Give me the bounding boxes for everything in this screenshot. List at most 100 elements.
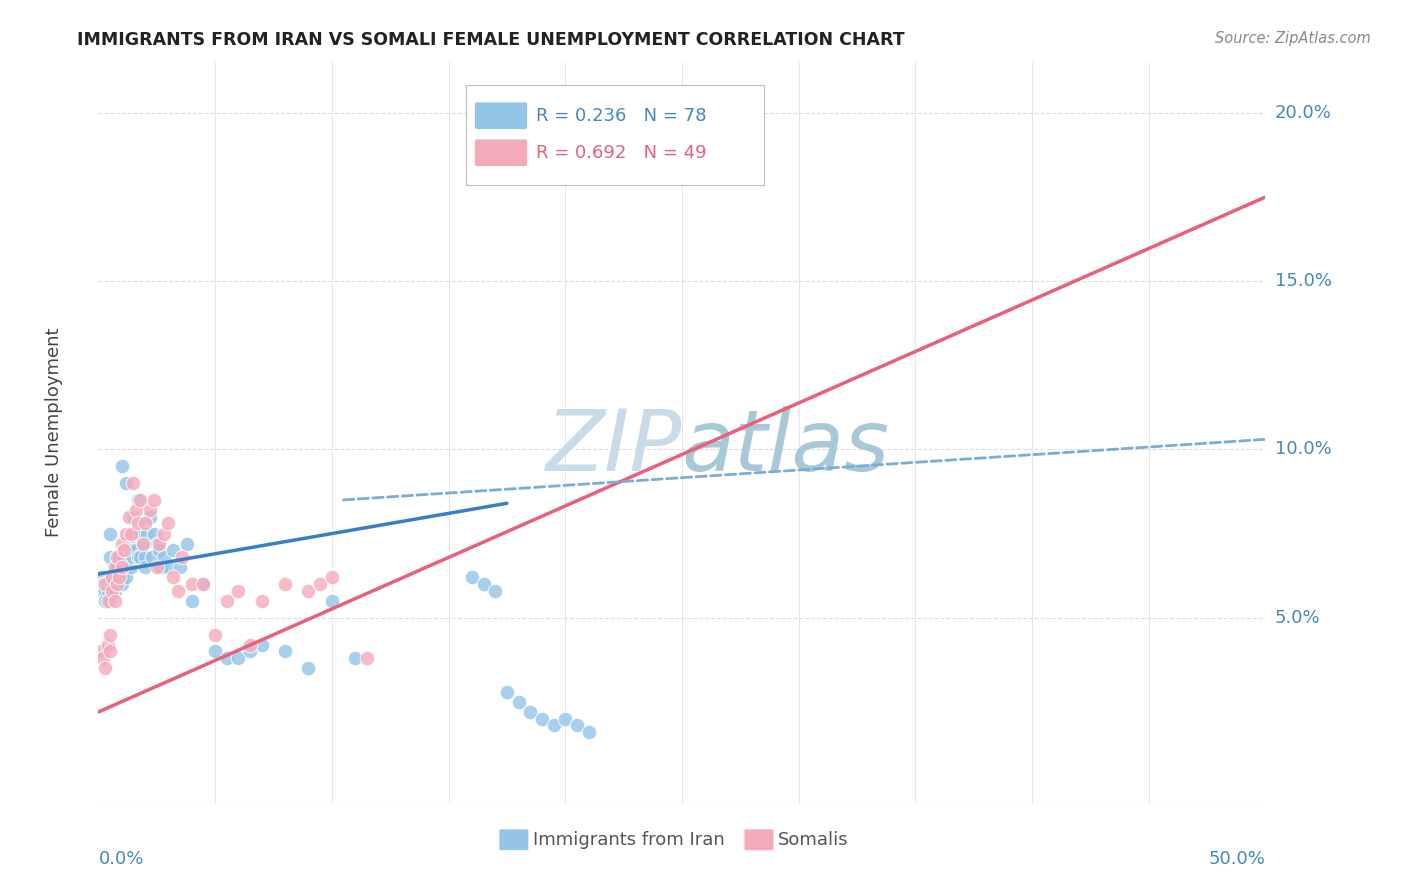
Point xyxy=(125,543,148,558)
Point xyxy=(139,509,162,524)
Text: Immigrants from Iran: Immigrants from Iran xyxy=(533,830,724,849)
Point xyxy=(321,570,343,584)
Point xyxy=(101,570,124,584)
Point xyxy=(519,705,541,719)
Point xyxy=(104,560,127,574)
Point xyxy=(90,570,112,584)
Point xyxy=(297,583,319,598)
Point xyxy=(180,594,202,608)
Point xyxy=(118,509,141,524)
Point xyxy=(91,577,114,591)
Point xyxy=(472,577,495,591)
FancyBboxPatch shape xyxy=(474,102,527,130)
Text: 15.0%: 15.0% xyxy=(1275,272,1331,290)
Point xyxy=(204,627,226,641)
FancyBboxPatch shape xyxy=(474,138,527,167)
FancyBboxPatch shape xyxy=(744,829,775,851)
Point xyxy=(461,570,484,584)
Text: 10.0%: 10.0% xyxy=(1275,441,1331,458)
Point xyxy=(118,536,141,550)
Point xyxy=(132,536,155,550)
Point xyxy=(508,695,530,709)
Point xyxy=(91,583,114,598)
Point xyxy=(115,476,138,491)
Point xyxy=(204,644,226,658)
Point xyxy=(112,543,135,558)
Point xyxy=(136,526,159,541)
Point xyxy=(578,725,600,739)
Point xyxy=(166,583,188,598)
Text: 0.0%: 0.0% xyxy=(98,850,143,868)
Point xyxy=(101,583,124,598)
Point xyxy=(143,492,166,507)
FancyBboxPatch shape xyxy=(465,85,763,185)
Point xyxy=(112,550,135,565)
Point xyxy=(115,526,138,541)
Point xyxy=(321,594,343,608)
Point xyxy=(94,583,117,598)
Point xyxy=(105,550,128,565)
Text: 20.0%: 20.0% xyxy=(1275,104,1331,122)
Point xyxy=(150,560,173,574)
Point xyxy=(120,526,142,541)
Point xyxy=(274,644,297,658)
Point xyxy=(250,638,273,652)
Point xyxy=(104,560,127,574)
Point xyxy=(134,560,156,574)
Point xyxy=(108,577,131,591)
Point xyxy=(97,638,120,652)
Point xyxy=(543,718,565,732)
Point xyxy=(104,570,127,584)
Point xyxy=(496,685,519,699)
Point xyxy=(97,594,120,608)
Point xyxy=(127,516,149,531)
Point xyxy=(91,651,114,665)
Point xyxy=(98,526,121,541)
Point xyxy=(94,661,117,675)
Point xyxy=(108,550,131,565)
Point xyxy=(162,543,184,558)
Point xyxy=(90,644,112,658)
Point xyxy=(274,577,297,591)
Point xyxy=(239,638,262,652)
Point xyxy=(344,651,367,665)
Text: R = 0.236   N = 78: R = 0.236 N = 78 xyxy=(536,107,707,125)
Point xyxy=(98,550,121,565)
Point xyxy=(228,583,250,598)
Point xyxy=(122,550,145,565)
Point xyxy=(484,583,506,598)
Point xyxy=(98,594,121,608)
Point xyxy=(519,156,541,170)
Point xyxy=(146,536,169,550)
Text: atlas: atlas xyxy=(682,406,890,489)
Point xyxy=(111,577,134,591)
Point xyxy=(105,560,128,574)
Point xyxy=(148,536,170,550)
Point xyxy=(105,577,128,591)
Point xyxy=(309,577,332,591)
Point xyxy=(530,712,553,726)
Point xyxy=(127,492,149,507)
Point xyxy=(125,503,148,517)
Point xyxy=(105,577,128,591)
Point xyxy=(554,712,576,726)
Point xyxy=(120,560,142,574)
Point xyxy=(120,543,142,558)
Point xyxy=(94,577,117,591)
Point xyxy=(239,644,262,658)
Point xyxy=(111,560,134,574)
Point xyxy=(101,583,124,598)
Point xyxy=(97,583,120,598)
Point xyxy=(94,577,117,591)
Point xyxy=(94,594,117,608)
Point xyxy=(122,509,145,524)
Point xyxy=(129,550,152,565)
Point xyxy=(127,550,149,565)
Point xyxy=(157,516,180,531)
Point xyxy=(134,516,156,531)
FancyBboxPatch shape xyxy=(499,829,529,851)
Text: ZIP: ZIP xyxy=(546,406,682,489)
Point xyxy=(143,526,166,541)
Point xyxy=(157,560,180,574)
Point xyxy=(97,577,120,591)
